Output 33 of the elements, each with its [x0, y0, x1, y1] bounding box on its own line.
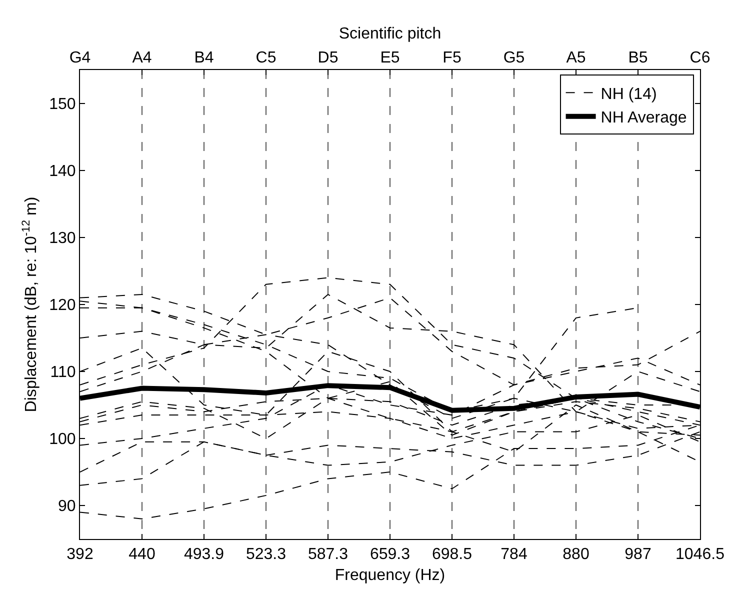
text: F5	[442, 50, 462, 67]
text: A5	[566, 50, 586, 67]
x-tick-label: 493.9	[184, 546, 224, 564]
text: G4	[69, 50, 91, 67]
y-tick-label: 120	[49, 297, 76, 314]
y-tick-label: 150	[49, 96, 76, 114]
text: G5	[503, 50, 525, 67]
x-tick-label: 784	[500, 546, 528, 564]
legend-label: NH Average	[600, 110, 687, 127]
text: B5	[628, 50, 648, 67]
x-tick-label: 659.3	[370, 546, 410, 564]
x-tick-label: 523.3	[246, 546, 286, 564]
x-tick-label: 1046.5	[676, 546, 725, 564]
x-tick-label: 392	[66, 546, 94, 564]
y-tick-label: 140	[49, 163, 76, 180]
legend-label: NH (14)	[600, 86, 657, 103]
y-tick-label: 110	[50, 364, 76, 382]
x-tick-label: 587.3	[308, 546, 348, 564]
text: D5	[318, 50, 338, 67]
x-tick-label: 440	[128, 546, 156, 564]
x-tick-label: 698.5	[432, 546, 472, 564]
x-axis-title: Frequency (Hz)	[334, 566, 446, 584]
x-tick-label: 987	[624, 546, 652, 564]
text: C6	[690, 50, 710, 67]
text: A4	[132, 50, 152, 67]
x-tick-label: 880	[562, 546, 590, 564]
text: B4	[194, 50, 214, 67]
text: C5	[256, 50, 276, 67]
x2-axis-title: Scientific pitch	[338, 26, 442, 42]
y-tick-label: 100	[49, 431, 76, 448]
y-tick-label: 130	[49, 230, 76, 248]
text: E5	[380, 50, 400, 67]
y-tick-label: 90	[58, 498, 76, 516]
